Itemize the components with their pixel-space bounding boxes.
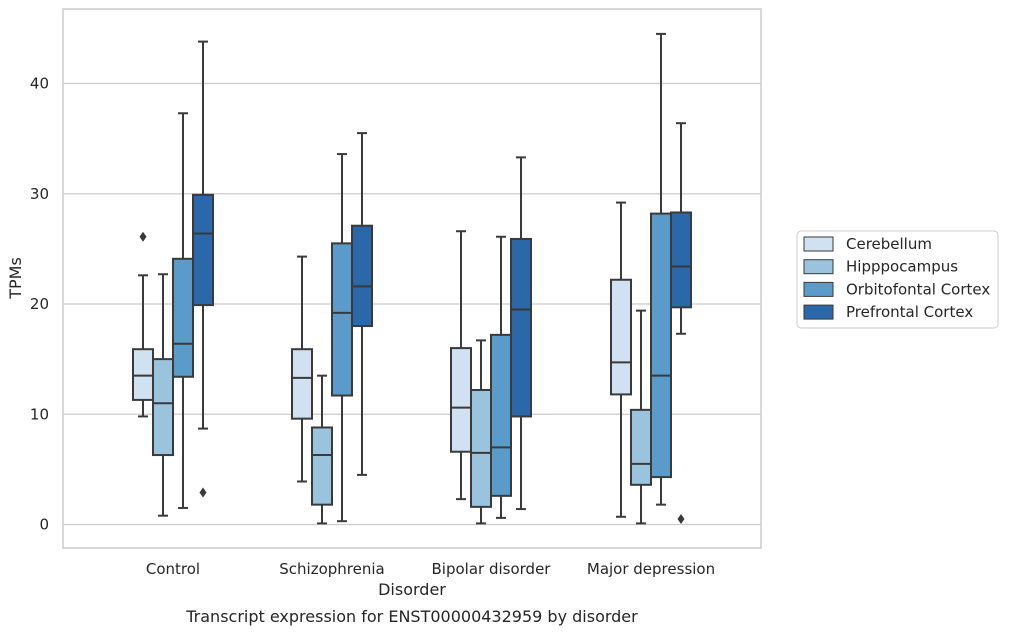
box-hipppocampus	[630, 309, 652, 525]
outlier-point	[139, 231, 147, 242]
x-tick-labels: Control Schizophrenia Bipolar disorder Majo…	[146, 560, 715, 578]
legend: Cerebellum Hipppocampus Orbitofontal Corte…	[796, 230, 999, 329]
box-orbitofontal-cortex	[172, 112, 194, 509]
box-prefrontal-cortex	[192, 40, 214, 498]
box-iqr	[132, 348, 154, 401]
legend-label: Orbitofontal Cortex	[846, 280, 990, 298]
legend-frame	[796, 230, 999, 329]
y-tick-label: 0	[39, 516, 49, 534]
legend-label: Cerebellum	[846, 235, 932, 253]
box-iqr	[351, 224, 373, 328]
plot-frame	[62, 8, 762, 549]
legend-label: Prefrontal Cortex	[846, 303, 973, 321]
box-iqr	[311, 426, 333, 506]
y-tick-label: 20	[30, 295, 49, 313]
box-iqr	[670, 211, 692, 309]
legend-swatch	[803, 236, 834, 252]
box-cerebellum	[450, 230, 472, 501]
y-tick-label: 40	[30, 75, 49, 93]
box-cerebellum	[291, 255, 313, 483]
y-tick-labels: 0 10 20 30 40	[30, 75, 49, 534]
box-orbitofontal-cortex	[650, 32, 672, 506]
y-tick-label: 10	[30, 405, 49, 423]
box-iqr	[450, 347, 472, 453]
box-iqr	[470, 388, 492, 508]
box-hipppocampus	[311, 374, 333, 525]
box-iqr	[490, 333, 512, 497]
x-axis-label: Disorder	[378, 580, 446, 599]
box-cerebellum	[132, 231, 154, 418]
box-hipppocampus	[470, 339, 492, 525]
box-groups	[132, 32, 692, 525]
legend-swatch	[803, 304, 834, 320]
outlier-point	[677, 513, 685, 524]
box-iqr	[510, 237, 532, 418]
legend-swatch	[803, 259, 834, 275]
box-iqr	[172, 257, 194, 378]
y-axis-label: TPMs	[6, 257, 25, 300]
box-prefrontal-cortex	[510, 156, 532, 511]
box-iqr	[192, 193, 214, 307]
x-tick-label: Major depression	[587, 560, 715, 578]
x-tick-label: Bipolar disorder	[432, 560, 552, 578]
y-tick-label: 30	[30, 185, 49, 203]
box-iqr	[650, 212, 672, 479]
legend-swatch	[803, 281, 834, 297]
box-iqr	[291, 348, 313, 420]
legend-label: Hipppocampus	[846, 258, 958, 276]
box-orbitofontal-cortex	[331, 153, 353, 523]
box-orbitofontal-cortex	[490, 235, 512, 519]
box-hipppocampus	[152, 273, 174, 517]
box-iqr	[331, 242, 353, 397]
outlier-point	[199, 487, 207, 498]
x-tick-label: Control	[146, 560, 200, 578]
x-tick-label: Schizophrenia	[279, 560, 384, 578]
box-prefrontal-cortex	[670, 122, 692, 524]
chart-caption: Transcript expression for ENST0000043295…	[185, 607, 638, 626]
box-prefrontal-cortex	[351, 132, 373, 476]
box-iqr	[610, 278, 632, 396]
box-iqr	[152, 358, 174, 457]
box-cerebellum	[610, 201, 632, 518]
box-iqr	[630, 408, 652, 486]
